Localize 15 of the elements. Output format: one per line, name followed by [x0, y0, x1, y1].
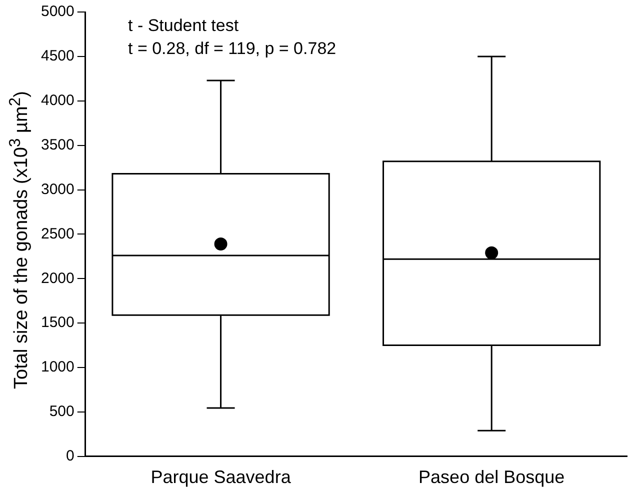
y-tick-label: 4000 [40, 92, 74, 110]
x-tick-label: Paseo del Bosque [418, 467, 565, 488]
annotation: t = 0.28, df = 119, p = 0.782 [128, 38, 336, 60]
y-tick-label: 500 [49, 403, 74, 420]
y-tick-label: 2000 [40, 270, 74, 287]
x-tick-label: Parque Saavedra [150, 467, 292, 488]
y-tick-label: 5000 [40, 3, 74, 20]
y-tick-label: 1000 [40, 358, 74, 376]
y-tick-label: 3500 [40, 136, 74, 154]
y-tick-label: 2500 [40, 225, 74, 242]
y-tick-label: 4500 [40, 48, 74, 65]
y-tick-label: 1500 [40, 314, 74, 332]
y-tick-label: 3000 [40, 180, 74, 198]
y-tick-label: 0 [66, 448, 74, 465]
annotation: t - Student test [128, 15, 240, 37]
